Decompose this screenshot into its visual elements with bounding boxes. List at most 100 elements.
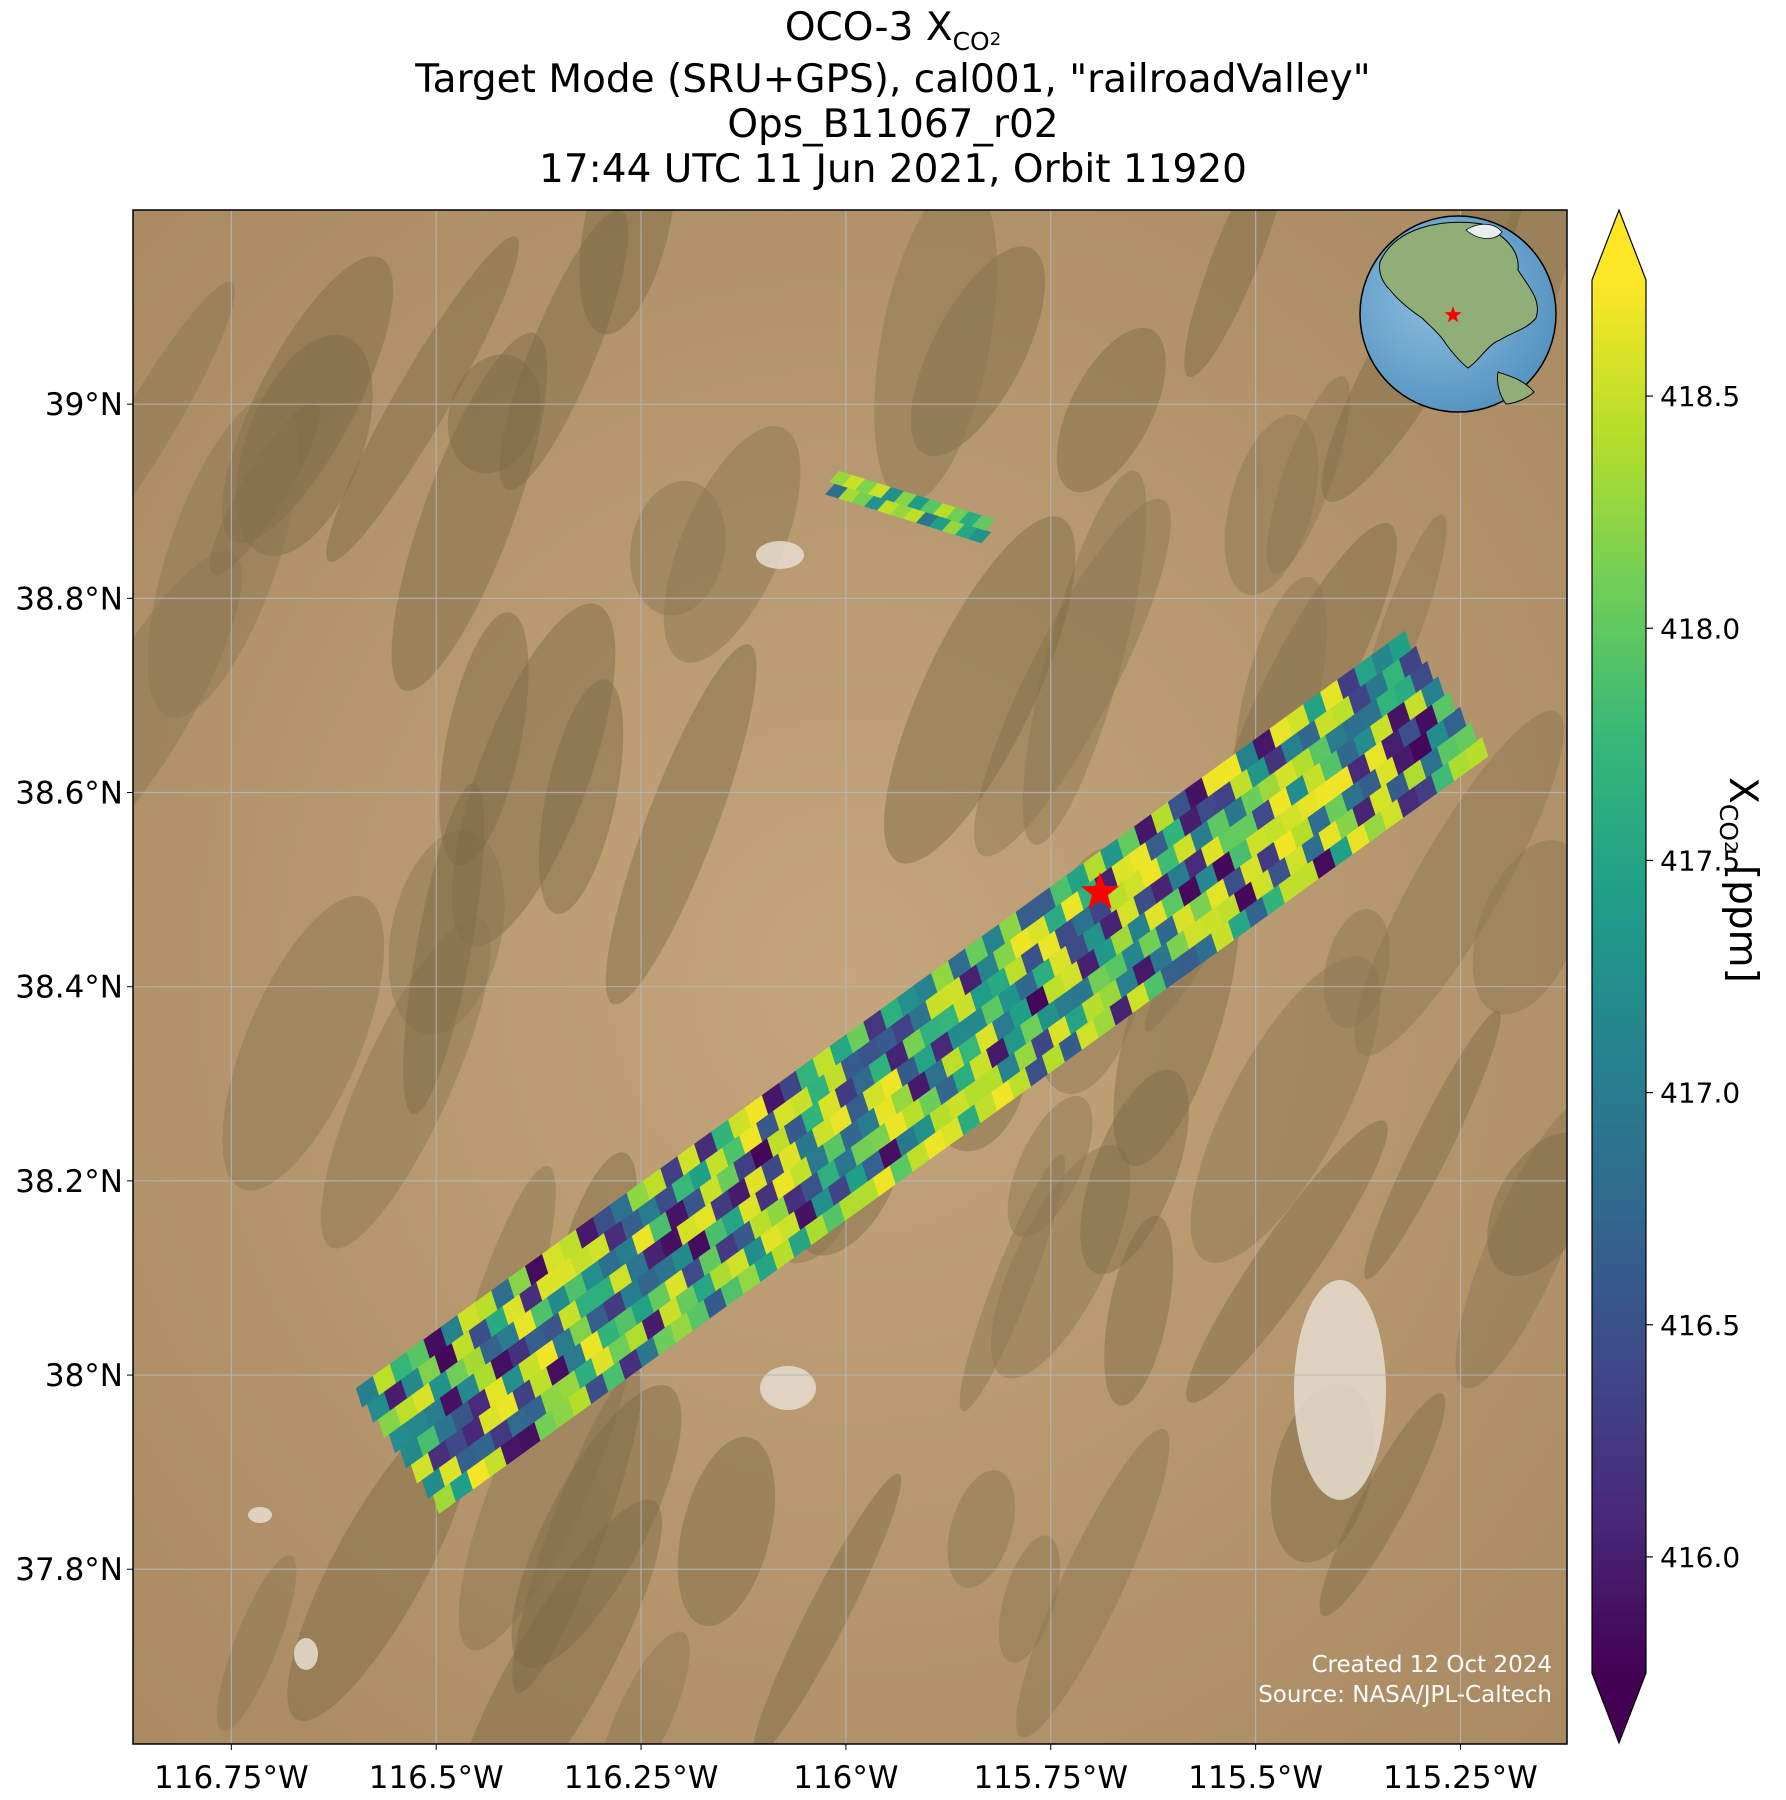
colorbar-band xyxy=(1592,1071,1646,1082)
mountain-ridge xyxy=(1184,210,1289,378)
mountain-ridge xyxy=(1323,909,1390,1029)
mountain-ridge xyxy=(677,1436,775,1627)
colorbar-band xyxy=(1592,1480,1646,1491)
colorbar-gradient xyxy=(1592,279,1646,1674)
colorbar-band xyxy=(1592,1637,1646,1648)
colorbar-band xyxy=(1592,497,1646,507)
colorbar-band xyxy=(1592,1054,1646,1065)
colorbar-band xyxy=(1592,1376,1646,1387)
colorbar-band xyxy=(1592,418,1646,429)
mountain-ridge xyxy=(1224,414,1319,595)
dry-lake xyxy=(1294,1280,1386,1500)
mountain-ridge xyxy=(147,394,299,719)
colorbar-band xyxy=(1592,758,1646,769)
colorbar-band xyxy=(1592,531,1646,542)
mountain-ridge xyxy=(1354,710,1564,1057)
sounding-cell xyxy=(1431,691,1456,724)
colorbar-band xyxy=(1592,1550,1646,1561)
colorbar-band xyxy=(1592,1184,1646,1195)
colorbar-band xyxy=(1592,1245,1646,1256)
mountain-ridge xyxy=(884,516,1076,864)
colorbar-band xyxy=(1592,1045,1646,1056)
mountain-ridge xyxy=(449,1499,663,1744)
mountain-ridge xyxy=(629,480,726,616)
colorbar-band xyxy=(1592,1576,1646,1587)
mountain-ridge xyxy=(499,210,629,491)
colorbar-band xyxy=(1592,941,1646,951)
colorbar-band xyxy=(1592,1219,1646,1230)
colorbar-band xyxy=(1592,1150,1646,1160)
sounding-cell xyxy=(1387,630,1412,663)
map-frame xyxy=(132,209,1568,1745)
mountain-ridge xyxy=(451,603,616,947)
colorbar-band xyxy=(1592,749,1646,760)
mountain-ridge xyxy=(596,1631,690,1744)
mountain-ridge xyxy=(222,895,385,1191)
colorbar-band xyxy=(1592,662,1646,673)
colorbar-band xyxy=(1592,462,1646,473)
colorbar-band xyxy=(1592,993,1646,1004)
colorbar-band xyxy=(1592,305,1646,316)
lat-tick-label: 37.8°N xyxy=(15,1552,123,1588)
colorbar-band xyxy=(1592,1263,1646,1274)
sounding-cell xyxy=(1409,661,1434,693)
colorbar-band xyxy=(1592,296,1646,307)
colorbar-band xyxy=(1592,331,1646,342)
mountain-ridge xyxy=(447,354,541,474)
colorbar-band xyxy=(1592,1611,1646,1622)
colorbar-band xyxy=(1592,1115,1646,1126)
colorbar-band xyxy=(1592,976,1646,986)
colorbar-band xyxy=(1592,1036,1646,1047)
mountain-ridge xyxy=(511,1385,682,1669)
mountain-ridge xyxy=(752,1473,902,1744)
colorbar-band xyxy=(1592,697,1646,708)
colorbar-band xyxy=(1592,575,1646,586)
dry-lake xyxy=(760,1366,816,1410)
mountain-ridge xyxy=(1487,1132,1567,1277)
colorbar-band xyxy=(1592,627,1646,638)
colorbar-band xyxy=(1592,880,1646,890)
mountain-ridge xyxy=(538,679,624,915)
colorbar-band xyxy=(1592,619,1646,629)
colorbar-band xyxy=(1592,1106,1646,1117)
colorbar-band xyxy=(1592,1202,1646,1213)
xco2-soundings[interactable] xyxy=(355,470,1489,1514)
colorbar-band xyxy=(1592,357,1646,368)
lon-tick-label: 115.75°W xyxy=(973,1760,1128,1796)
colorbar-band xyxy=(1592,288,1646,298)
mountain-ridge xyxy=(1104,1215,1174,1406)
colorbar-band xyxy=(1592,279,1646,290)
colorbar-band xyxy=(1592,1254,1646,1265)
mountain-ridge xyxy=(1472,839,1567,1015)
mountain-ridge xyxy=(1186,1120,1388,1403)
mountain-ridge xyxy=(320,917,491,1249)
mountain-ridge xyxy=(1364,1010,1501,1280)
colorbar-band xyxy=(1592,1489,1646,1500)
lat-tick-label: 38.2°N xyxy=(15,1164,123,1200)
colorbar-band xyxy=(1592,392,1646,403)
colorbar-band xyxy=(1592,1324,1646,1334)
colorbar-band xyxy=(1592,775,1646,786)
colorbar-band xyxy=(1592,514,1646,525)
colorbar-band xyxy=(1592,1176,1646,1186)
colorbar-band xyxy=(1592,845,1646,856)
lon-tick-label: 115.5°W xyxy=(1188,1760,1323,1796)
colorbar-band xyxy=(1592,479,1646,490)
colorbar-band xyxy=(1592,645,1646,655)
colorbar-band xyxy=(1592,1028,1646,1038)
mountain-ridge xyxy=(959,1154,1066,1412)
colorbar-band xyxy=(1592,610,1646,621)
colorbar-band xyxy=(1592,1463,1646,1474)
colorbar-band xyxy=(1592,836,1646,847)
mountain-ridge xyxy=(998,1535,1061,1663)
colorbar-band xyxy=(1592,1298,1646,1308)
mountain-ridge xyxy=(236,334,373,556)
colorbar-band xyxy=(1592,723,1646,734)
colorbar-band xyxy=(1592,653,1646,664)
colorbar-band xyxy=(1592,714,1646,725)
map-area[interactable]: Created 12 Oct 2024 Source: NASA/JPL-Cal… xyxy=(18,101,1621,1800)
colorbar-band xyxy=(1592,793,1646,803)
colorbar-band xyxy=(1592,784,1646,795)
colorbar-band xyxy=(1592,949,1646,960)
colorbar-band xyxy=(1592,540,1646,551)
